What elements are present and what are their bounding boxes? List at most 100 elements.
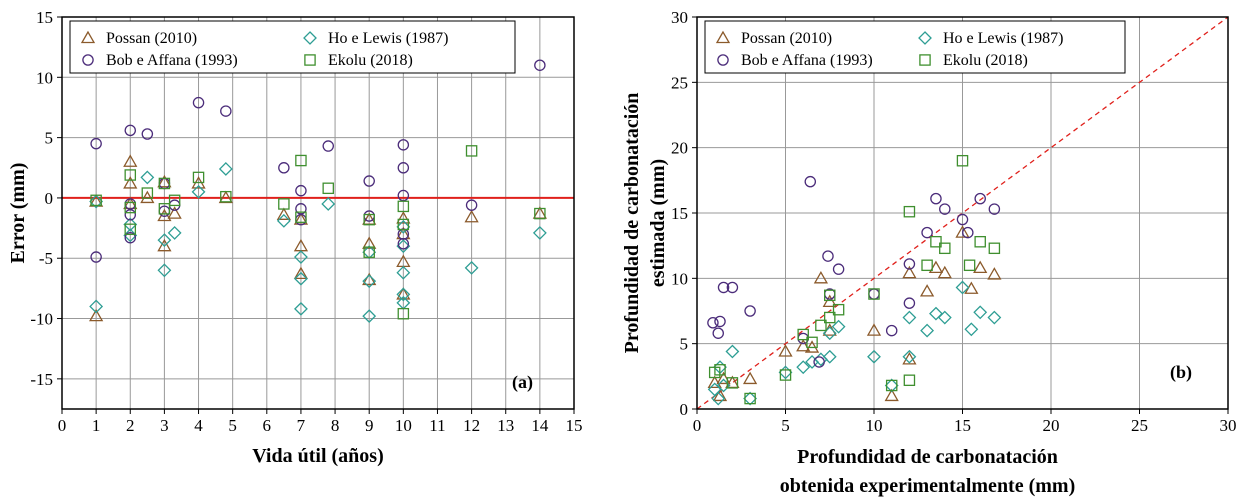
x-tick-label: 4 [194, 416, 203, 435]
panel-b-points [707, 154, 1002, 406]
panel-a-points [89, 59, 547, 324]
data-point-bob [921, 226, 933, 239]
data-point-ekolu [397, 200, 410, 213]
data-point-possan [902, 352, 917, 365]
x-tick-label: 15 [954, 416, 971, 435]
data-point-ekolu [885, 379, 898, 392]
data-point-ho [902, 349, 917, 364]
x-tick-label: 12 [463, 416, 480, 435]
data-point-ekolu [744, 392, 756, 405]
y-tick-label: -10 [30, 310, 53, 329]
y-tick-label: 10 [36, 68, 53, 87]
data-point-bob [930, 192, 942, 205]
data-point-possan [396, 287, 411, 300]
data-point-ho [140, 170, 155, 185]
data-point-bob [90, 251, 102, 263]
data-point-ho [937, 310, 952, 325]
panel-b-label: (b) [1170, 362, 1192, 383]
data-point-possan [884, 388, 899, 402]
x-tick-label: 30 [1220, 416, 1237, 435]
series-possan [89, 154, 547, 322]
data-point-possan [123, 176, 138, 189]
x-tick-label: 9 [365, 416, 374, 435]
data-point-bob [956, 213, 969, 226]
data-point-bob [124, 124, 137, 137]
legend-marker-possan [80, 30, 96, 44]
data-point-ho [884, 378, 899, 393]
series-ho [707, 280, 1002, 406]
data-point-bob [974, 192, 986, 205]
data-point-ho [362, 274, 377, 289]
legend-label-bob: Bob e Affana (1993) [106, 52, 238, 69]
data-point-ho [396, 265, 411, 280]
data-point-ho [796, 360, 811, 375]
x-tick-label: 8 [331, 416, 340, 435]
y-tick-label: 30 [671, 8, 688, 27]
y-tick-label: 20 [671, 139, 688, 158]
data-point-bob [714, 315, 726, 328]
data-point-ho [294, 271, 308, 286]
data-point-possan [167, 206, 182, 219]
data-point-ho [711, 391, 726, 406]
data-point-ho [362, 245, 377, 260]
data-point-ekolu [295, 211, 307, 223]
data-point-ekolu [158, 177, 171, 190]
data-point-ekolu [295, 154, 307, 167]
data-point-ekolu [903, 205, 916, 218]
data-point-bob [363, 175, 375, 187]
y-tick-label: 0 [45, 189, 54, 208]
x-tick-label: 2 [126, 416, 135, 435]
data-point-ekolu [903, 374, 916, 387]
legend-marker-bob [82, 54, 94, 66]
data-point-ho [89, 299, 104, 314]
data-point-possan [919, 284, 935, 297]
data-point-ekolu [930, 235, 942, 248]
data-point-bob [278, 162, 290, 174]
data-point-ekolu [939, 242, 951, 255]
data-point-possan [464, 209, 479, 223]
data-point-possan [813, 271, 829, 284]
data-point-bob [397, 238, 410, 250]
data-point-ekolu [956, 154, 969, 167]
x-tick-label: 11 [429, 416, 445, 435]
data-point-ekolu [322, 182, 334, 195]
data-point-ho [973, 305, 988, 320]
data-point-ho [396, 219, 411, 234]
data-point-ho [123, 217, 138, 232]
data-point-ekolu [963, 259, 976, 272]
data-point-ho [822, 349, 837, 364]
data-point-ho [294, 250, 308, 264]
series-bob [90, 59, 546, 263]
data-point-ekolu [397, 307, 410, 320]
x-tick-label: 7 [297, 416, 306, 435]
data-point-bob [141, 128, 154, 140]
data-point-bob [295, 203, 307, 215]
data-point-ekolu [220, 190, 232, 203]
data-point-possan [157, 238, 172, 252]
series-bob [707, 175, 1001, 368]
data-point-ho [167, 225, 182, 240]
data-point-ho [123, 228, 138, 243]
x-tick-label: 10 [866, 416, 883, 435]
data-point-bob [813, 356, 825, 368]
x-tick-label: 25 [1131, 416, 1148, 435]
x-tick-label: 5 [781, 416, 790, 435]
panel-b-x-axis-label-line-1: Profundidad de carbonatación [797, 446, 1058, 468]
data-point-ho [822, 326, 837, 341]
data-point-ho [396, 239, 411, 254]
y-tick-label: 5 [45, 129, 54, 148]
data-point-bob [822, 250, 834, 262]
data-point-ekolu [192, 171, 205, 184]
legend-marker-bob [717, 54, 729, 66]
data-point-ho [532, 225, 547, 240]
data-point-ekolu [534, 207, 546, 220]
data-point-possan [89, 308, 104, 322]
data-point-ho [218, 162, 233, 176]
data-point-ekolu [726, 377, 739, 389]
legend-label-ekolu: Ekolu (2018) [328, 52, 413, 69]
data-point-possan [902, 265, 917, 279]
data-point-ho [191, 184, 206, 199]
y-tick-label: 25 [671, 73, 688, 92]
data-point-ekolu [797, 328, 809, 341]
